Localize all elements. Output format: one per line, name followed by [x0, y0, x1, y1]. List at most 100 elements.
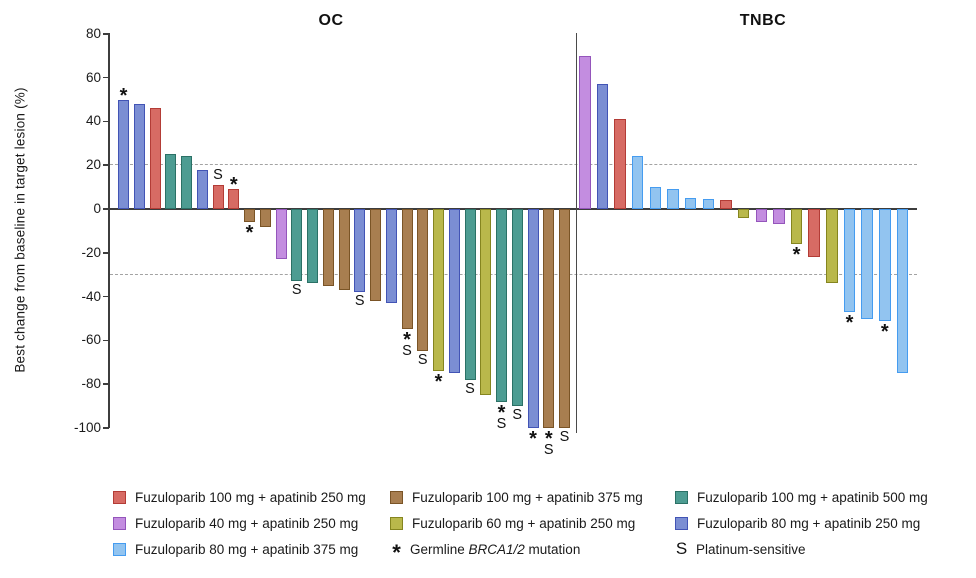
bar: [149, 108, 161, 209]
bar: [196, 169, 208, 209]
bar: [720, 200, 732, 209]
legend-label: Germline BRCA1/2 mutation: [410, 541, 581, 557]
bar: [338, 209, 350, 291]
legend-item-f40a250: Fuzuloparib 40 mg + apatinib 250 mg: [113, 515, 358, 531]
bar: [354, 209, 366, 293]
bar: [496, 209, 507, 402]
brca-mutation-marker: *: [529, 428, 537, 450]
platinum-sensitive-marker: S: [417, 352, 428, 369]
bar: [118, 99, 129, 209]
reference-line-20: [110, 164, 917, 166]
y-axis-label: Best change from baseline in target lesi…: [12, 87, 28, 373]
legend-item-f100a500: Fuzuloparib 100 mg + apatinib 500 mg: [675, 489, 928, 505]
legend-swatch: [113, 516, 126, 530]
bar: [614, 119, 626, 209]
y-tick: [102, 76, 109, 79]
legend-item-f100a250: Fuzuloparib 100 mg + apatinib 250 mg: [113, 489, 366, 505]
y-tick: [102, 208, 109, 210]
bar: [861, 209, 873, 319]
bar: [543, 209, 555, 428]
bar: [511, 209, 523, 407]
panel-divider: [575, 33, 577, 433]
panel-title-oc: OC: [318, 12, 344, 29]
bar: [737, 209, 750, 218]
bar: [165, 154, 177, 209]
platinum-sensitive-marker: S: [291, 282, 302, 299]
legend-label: Fuzuloparib 100 mg + apatinib 250 mg: [135, 489, 366, 505]
bar: [579, 55, 591, 209]
bar: [773, 209, 785, 225]
legend-swatch: [113, 490, 126, 504]
platinum-sensitive-marker: S: [543, 442, 554, 458]
y-tick-label: -80: [81, 376, 101, 392]
y-tick: [102, 120, 109, 123]
brca-mutation-marker: *: [792, 244, 801, 267]
legend-label: Fuzuloparib 60 mg + apatinib 250 mg: [412, 515, 636, 531]
y-tick: [102, 252, 109, 254]
bar: [464, 209, 476, 380]
bar: [702, 199, 715, 209]
legend-label: Fuzuloparib 100 mg + apatinib 500 mg: [697, 489, 928, 505]
y-tick-label: -20: [81, 244, 101, 260]
bar: [212, 184, 224, 209]
y-tick: [102, 427, 109, 429]
brca-mutation-marker: *: [880, 320, 889, 343]
bar: [790, 209, 803, 245]
panel-title-tnbc: TNBC: [739, 12, 787, 29]
legend-swatch: [675, 490, 688, 504]
bar: [649, 187, 662, 209]
bar: [596, 84, 609, 209]
brca-mutation-marker: *: [229, 174, 238, 197]
legend-swatch: [390, 490, 403, 504]
legend-item-f100a375: Fuzuloparib 100 mg + apatinib 375 mg: [390, 489, 643, 505]
bar: [896, 209, 909, 374]
bar: [755, 209, 767, 223]
bar: [275, 209, 287, 260]
bar: [259, 209, 271, 227]
bar: [480, 209, 492, 396]
y-tick-label: -100: [73, 420, 101, 435]
legend-label: Fuzuloparib 80 mg + apatinib 375 mg: [135, 541, 359, 557]
legend-label: Fuzuloparib 80 mg + apatinib 250 mg: [697, 515, 921, 531]
brca-mutation-marker: *: [119, 84, 128, 107]
y-tick-label: -40: [81, 288, 101, 304]
bar: [181, 156, 192, 209]
bar: [527, 209, 539, 428]
bar: [228, 189, 240, 209]
brca-mutation-marker: *: [544, 428, 553, 450]
brca-mutation-marker: *: [845, 311, 854, 334]
legend-swatch: [113, 542, 126, 556]
y-tick-label: 40: [85, 113, 101, 129]
legend-label: Fuzuloparib 100 mg + apatinib 375 mg: [412, 489, 643, 505]
platinum-sensitive-marker: S: [512, 407, 523, 424]
bar: [401, 209, 413, 330]
platinum-sensitive-marker: S: [496, 415, 507, 432]
bar: [684, 198, 697, 209]
brca-mutation-marker: *: [497, 401, 506, 424]
brca-mutation-marker: *: [403, 329, 411, 352]
y-tick: [102, 383, 109, 385]
legend-swatch: [675, 516, 688, 530]
bar: [385, 209, 397, 304]
legend-item-brca-marker: * Germline BRCA1/2 mutation: [390, 540, 581, 565]
bar: [808, 209, 820, 258]
legend-label: Fuzuloparib 40 mg + apatinib 250 mg: [135, 515, 359, 531]
bar: [826, 209, 838, 284]
y-tick: [102, 339, 109, 342]
y-tick: [102, 164, 109, 166]
bar: [631, 156, 644, 209]
bar: [307, 209, 318, 284]
legend-item-f80a375: Fuzuloparib 80 mg + apatinib 375 mg: [113, 541, 358, 557]
brca-marker-glyph: *: [392, 540, 401, 565]
legend-item-platinum-marker: S Platinum-sensitive: [675, 539, 806, 558]
bar: [244, 209, 255, 223]
platinum-sensitive-marker: S: [354, 293, 365, 310]
legend-label: Platinum-sensitive: [696, 541, 806, 557]
bar: [843, 209, 856, 312]
y-tick-label: 80: [85, 25, 101, 41]
bar: [417, 209, 429, 352]
brca-mutation-marker: *: [434, 371, 443, 394]
y-tick-label: -60: [81, 332, 101, 348]
platinum-marker-glyph: S: [675, 539, 688, 558]
bar: [448, 209, 460, 374]
